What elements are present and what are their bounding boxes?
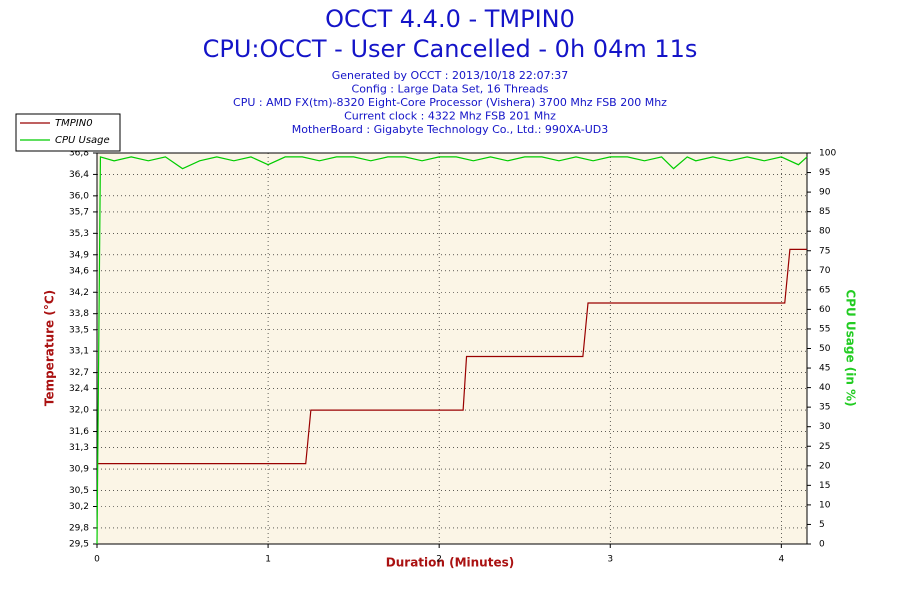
y2-tick-label: 55: [819, 324, 830, 334]
y2-tick-label: 50: [819, 344, 831, 354]
y-tick-label: 33,8: [69, 309, 89, 319]
y-tick-label: 32,0: [69, 406, 89, 416]
y2-tick-label: 85: [819, 207, 830, 217]
y2-tick-label: 75: [819, 246, 830, 256]
y2-tick-label: 35: [819, 403, 830, 413]
chart-title: OCCT 4.4.0 - TMPIN0: [325, 5, 575, 33]
y2-tick-label: 100: [819, 149, 836, 159]
y2-tick-label: 20: [819, 461, 831, 471]
info-line: Config : Large Data Set, 16 Threads: [352, 83, 549, 96]
y2-tick-label: 70: [819, 266, 831, 276]
y-axis-label: Temperature (°C): [43, 290, 57, 406]
y2-tick-label: 65: [819, 285, 830, 295]
y-tick-label: 29,5: [69, 540, 89, 550]
x-tick-label: 3: [607, 555, 613, 565]
y-tick-label: 35,7: [69, 207, 89, 217]
series-line: [97, 248, 807, 465]
y2-tick-label: 5: [819, 520, 825, 530]
series-line: [96, 156, 808, 545]
y-tick-label: 31,3: [69, 443, 89, 453]
x-tick-label: 4: [778, 555, 784, 565]
plot-area: [96, 152, 808, 545]
y-tick-label: 34,2: [69, 288, 89, 298]
legend-label: TMPIN0: [55, 118, 93, 129]
y2-tick-label: 25: [819, 442, 830, 452]
info-line: Current clock : 4322 Mhz FSB 201 Mhz: [344, 110, 556, 123]
y-tick-label: 34,6: [69, 266, 89, 276]
info-line: Generated by OCCT : 2013/10/18 22:07:37: [332, 69, 569, 82]
y-tick-label: 32,4: [69, 384, 89, 394]
y-tick-label: 34,9: [69, 250, 89, 260]
y-tick-label: 32,7: [69, 368, 89, 378]
info-line: MotherBoard : Gigabyte Technology Co., L…: [292, 123, 608, 136]
y2-tick-label: 30: [819, 422, 831, 432]
y2-tick-label: 60: [819, 305, 831, 315]
y-tick-label: 31,6: [69, 427, 89, 437]
y2-tick-label: 90: [819, 188, 831, 198]
y-tick-label: 33,1: [69, 347, 89, 357]
y-tick-label: 36,8: [69, 149, 89, 159]
chart-subtitle: CPU:OCCT - User Cancelled - 0h 04m 11s: [203, 35, 698, 63]
y-tick-label: 30,9: [69, 465, 89, 475]
y2-tick-label: 40: [819, 383, 831, 393]
legend-box: [15, 113, 121, 152]
y2-tick-label: 10: [819, 500, 831, 510]
y-tick-label: 33,5: [69, 325, 89, 335]
y-tick-label: 30,2: [69, 502, 89, 512]
y-tick-label: 36,4: [69, 170, 89, 180]
y-tick-label: 35,3: [69, 229, 89, 239]
y-tick-label: 36,0: [69, 191, 89, 201]
y2-axis-label: CPU Usage (in %): [844, 289, 858, 406]
y-tick-label: 30,5: [69, 486, 89, 496]
y2-tick-label: 0: [819, 540, 825, 550]
y2-tick-label: 80: [819, 227, 831, 237]
y2-tick-label: 15: [819, 481, 830, 491]
info-line: CPU : AMD FX(tm)-8320 Eight-Core Process…: [233, 96, 667, 109]
x-tick-label: 0: [94, 555, 100, 565]
x-axis-label: Duration (Minutes): [386, 556, 514, 570]
legend-label: CPU Usage: [55, 135, 110, 146]
y2-tick-label: 95: [819, 168, 830, 178]
y2-tick-label: 45: [819, 364, 830, 374]
y-tick-label: 29,8: [69, 523, 89, 533]
x-tick-label: 2: [436, 555, 442, 565]
x-tick-label: 1: [265, 555, 271, 565]
